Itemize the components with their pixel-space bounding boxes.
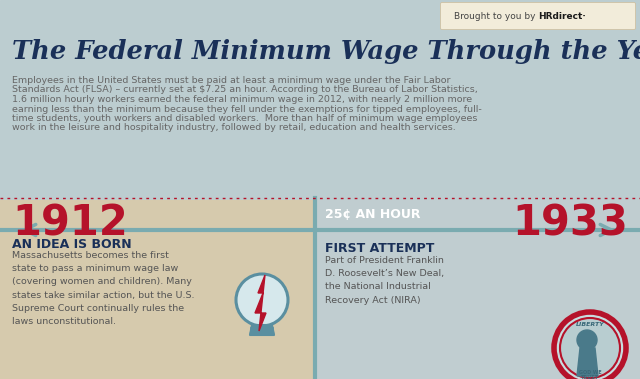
Text: Part of President Franklin
D. Roosevelt’s New Deal,
the National Industrial
Reco: Part of President Franklin D. Roosevelt’…	[325, 256, 444, 305]
Text: AN IDEA IS BORN: AN IDEA IS BORN	[12, 238, 132, 251]
Text: work in the leisure and hospitality industry, followed by retail, education and : work in the leisure and hospitality indu…	[12, 124, 456, 133]
Circle shape	[577, 330, 597, 350]
Text: Employees in the United States must be paid at least a minimum wage under the Fa: Employees in the United States must be p…	[12, 76, 451, 85]
Text: 25¢ AN HOUR: 25¢ AN HOUR	[325, 208, 420, 221]
Text: earning less than the minimum because they fell under the exemptions for tipped : earning less than the minimum because th…	[12, 105, 482, 113]
Text: 1933: 1933	[512, 203, 628, 245]
Circle shape	[560, 318, 620, 378]
Text: Standards Act (FLSA) – currently set at $7.25 an hour. According to the Bureau o: Standards Act (FLSA) – currently set at …	[12, 86, 477, 94]
Text: Massachusetts becomes the first
state to pass a minimum wage law
(covering women: Massachusetts becomes the first state to…	[12, 251, 195, 326]
Polygon shape	[577, 348, 598, 376]
Polygon shape	[250, 325, 274, 335]
Bar	[0, 200, 315, 379]
Text: time students, youth workers and disabled workers.  More than half of minimum wa: time students, youth workers and disable…	[12, 114, 477, 123]
Polygon shape	[255, 275, 266, 331]
Text: 1.6 million hourly workers earned the federal minimum wage in 2012, with nearly : 1.6 million hourly workers earned the fe…	[12, 95, 472, 104]
Text: HRdirect·: HRdirect·	[538, 12, 586, 21]
Text: LIBERTY: LIBERTY	[575, 323, 604, 327]
Text: The Federal Minimum Wage Through the Years: The Federal Minimum Wage Through the Yea…	[12, 39, 640, 64]
Bar	[315, 200, 640, 379]
Text: GOD WE
TRUST: GOD WE TRUST	[579, 370, 602, 379]
Text: 1912: 1912	[12, 203, 128, 245]
Bar	[0, 0, 640, 200]
Circle shape	[554, 312, 626, 379]
FancyBboxPatch shape	[440, 3, 636, 30]
Text: FIRST ATTEMPT: FIRST ATTEMPT	[325, 242, 435, 255]
Text: Brought to you by: Brought to you by	[454, 12, 538, 21]
Circle shape	[236, 274, 288, 326]
